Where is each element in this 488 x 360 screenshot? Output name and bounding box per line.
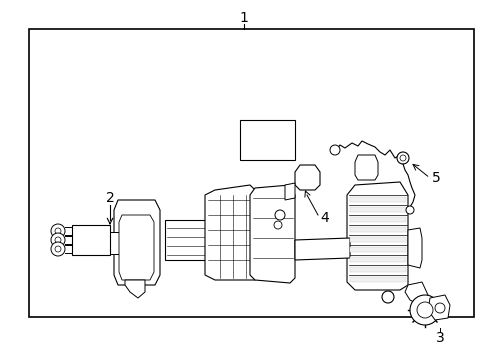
- Polygon shape: [349, 267, 405, 272]
- Circle shape: [51, 242, 65, 256]
- Polygon shape: [294, 238, 349, 260]
- Circle shape: [55, 228, 61, 234]
- Circle shape: [409, 295, 439, 325]
- Polygon shape: [346, 182, 407, 290]
- Circle shape: [274, 210, 285, 220]
- Circle shape: [55, 246, 61, 252]
- Bar: [240, 120, 294, 160]
- Polygon shape: [249, 185, 294, 283]
- Polygon shape: [404, 282, 427, 305]
- Bar: [109, 232, 119, 254]
- Polygon shape: [349, 247, 405, 252]
- Polygon shape: [349, 257, 405, 262]
- Circle shape: [416, 302, 432, 318]
- Text: 4: 4: [319, 211, 328, 225]
- Polygon shape: [285, 183, 294, 200]
- Polygon shape: [349, 197, 405, 202]
- Text: 5: 5: [431, 171, 440, 185]
- Circle shape: [51, 224, 65, 238]
- Polygon shape: [114, 200, 160, 285]
- Polygon shape: [349, 207, 405, 212]
- Circle shape: [273, 221, 282, 229]
- Text: 3: 3: [435, 331, 444, 345]
- Circle shape: [396, 152, 408, 164]
- Circle shape: [381, 291, 393, 303]
- Circle shape: [329, 145, 339, 155]
- Bar: [72, 225, 110, 255]
- Text: 2: 2: [105, 191, 114, 205]
- Polygon shape: [349, 237, 405, 242]
- Polygon shape: [349, 217, 405, 222]
- Bar: [29, 29, 473, 317]
- Circle shape: [55, 237, 61, 243]
- Polygon shape: [427, 295, 449, 320]
- Polygon shape: [119, 215, 154, 280]
- Polygon shape: [354, 155, 377, 180]
- Polygon shape: [349, 277, 405, 282]
- Polygon shape: [164, 220, 240, 260]
- Polygon shape: [125, 280, 145, 298]
- Polygon shape: [349, 227, 405, 232]
- Polygon shape: [407, 228, 421, 268]
- Polygon shape: [294, 165, 319, 190]
- Text: 1: 1: [239, 11, 248, 25]
- Circle shape: [405, 206, 413, 214]
- Circle shape: [399, 155, 405, 161]
- Polygon shape: [204, 185, 260, 280]
- Circle shape: [434, 303, 444, 313]
- Circle shape: [51, 233, 65, 247]
